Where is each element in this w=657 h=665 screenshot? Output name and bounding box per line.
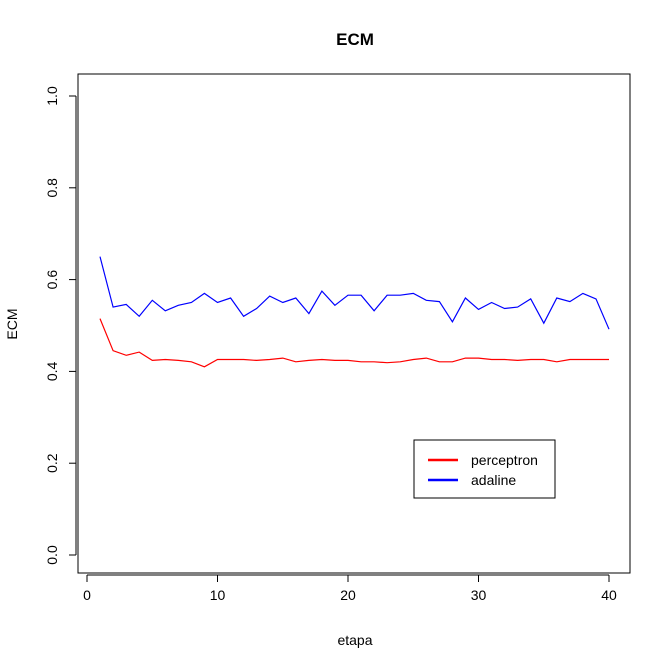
legend: perceptron adaline: [413, 439, 556, 499]
y-axis-label: ECM: [4, 308, 20, 339]
series-layer: [99, 256, 610, 368]
plot-frame: [77, 73, 631, 574]
y-tick-label: 0.6: [44, 270, 60, 290]
legend-box: [413, 439, 556, 499]
x-tick-label: 40: [601, 587, 617, 603]
y-tick-label: 0.4: [44, 361, 60, 381]
x-tick-label: 10: [210, 587, 226, 603]
series-line-perceptron: [99, 318, 609, 368]
y-axis: 0.0 0.2 0.4 0.6 0.8 1.0: [44, 86, 77, 565]
y-tick-label: 0.2: [44, 453, 60, 473]
y-tick-label: 0.8: [44, 178, 60, 198]
chart-title: ECM: [336, 30, 374, 49]
x-tick-label: 20: [340, 587, 356, 603]
x-axis-label: etapa: [337, 632, 372, 648]
legend-label-perceptron: perceptron: [471, 452, 538, 468]
x-tick-label: 0: [83, 587, 91, 603]
y-tick-label: 1.0: [44, 86, 60, 106]
legend-label-adaline: adaline: [471, 472, 516, 488]
x-axis: 0 10 20 30 40: [83, 574, 617, 603]
x-tick-label: 30: [471, 587, 487, 603]
series-line-adaline: [99, 256, 610, 330]
y-tick-label: 0.0: [44, 545, 60, 565]
